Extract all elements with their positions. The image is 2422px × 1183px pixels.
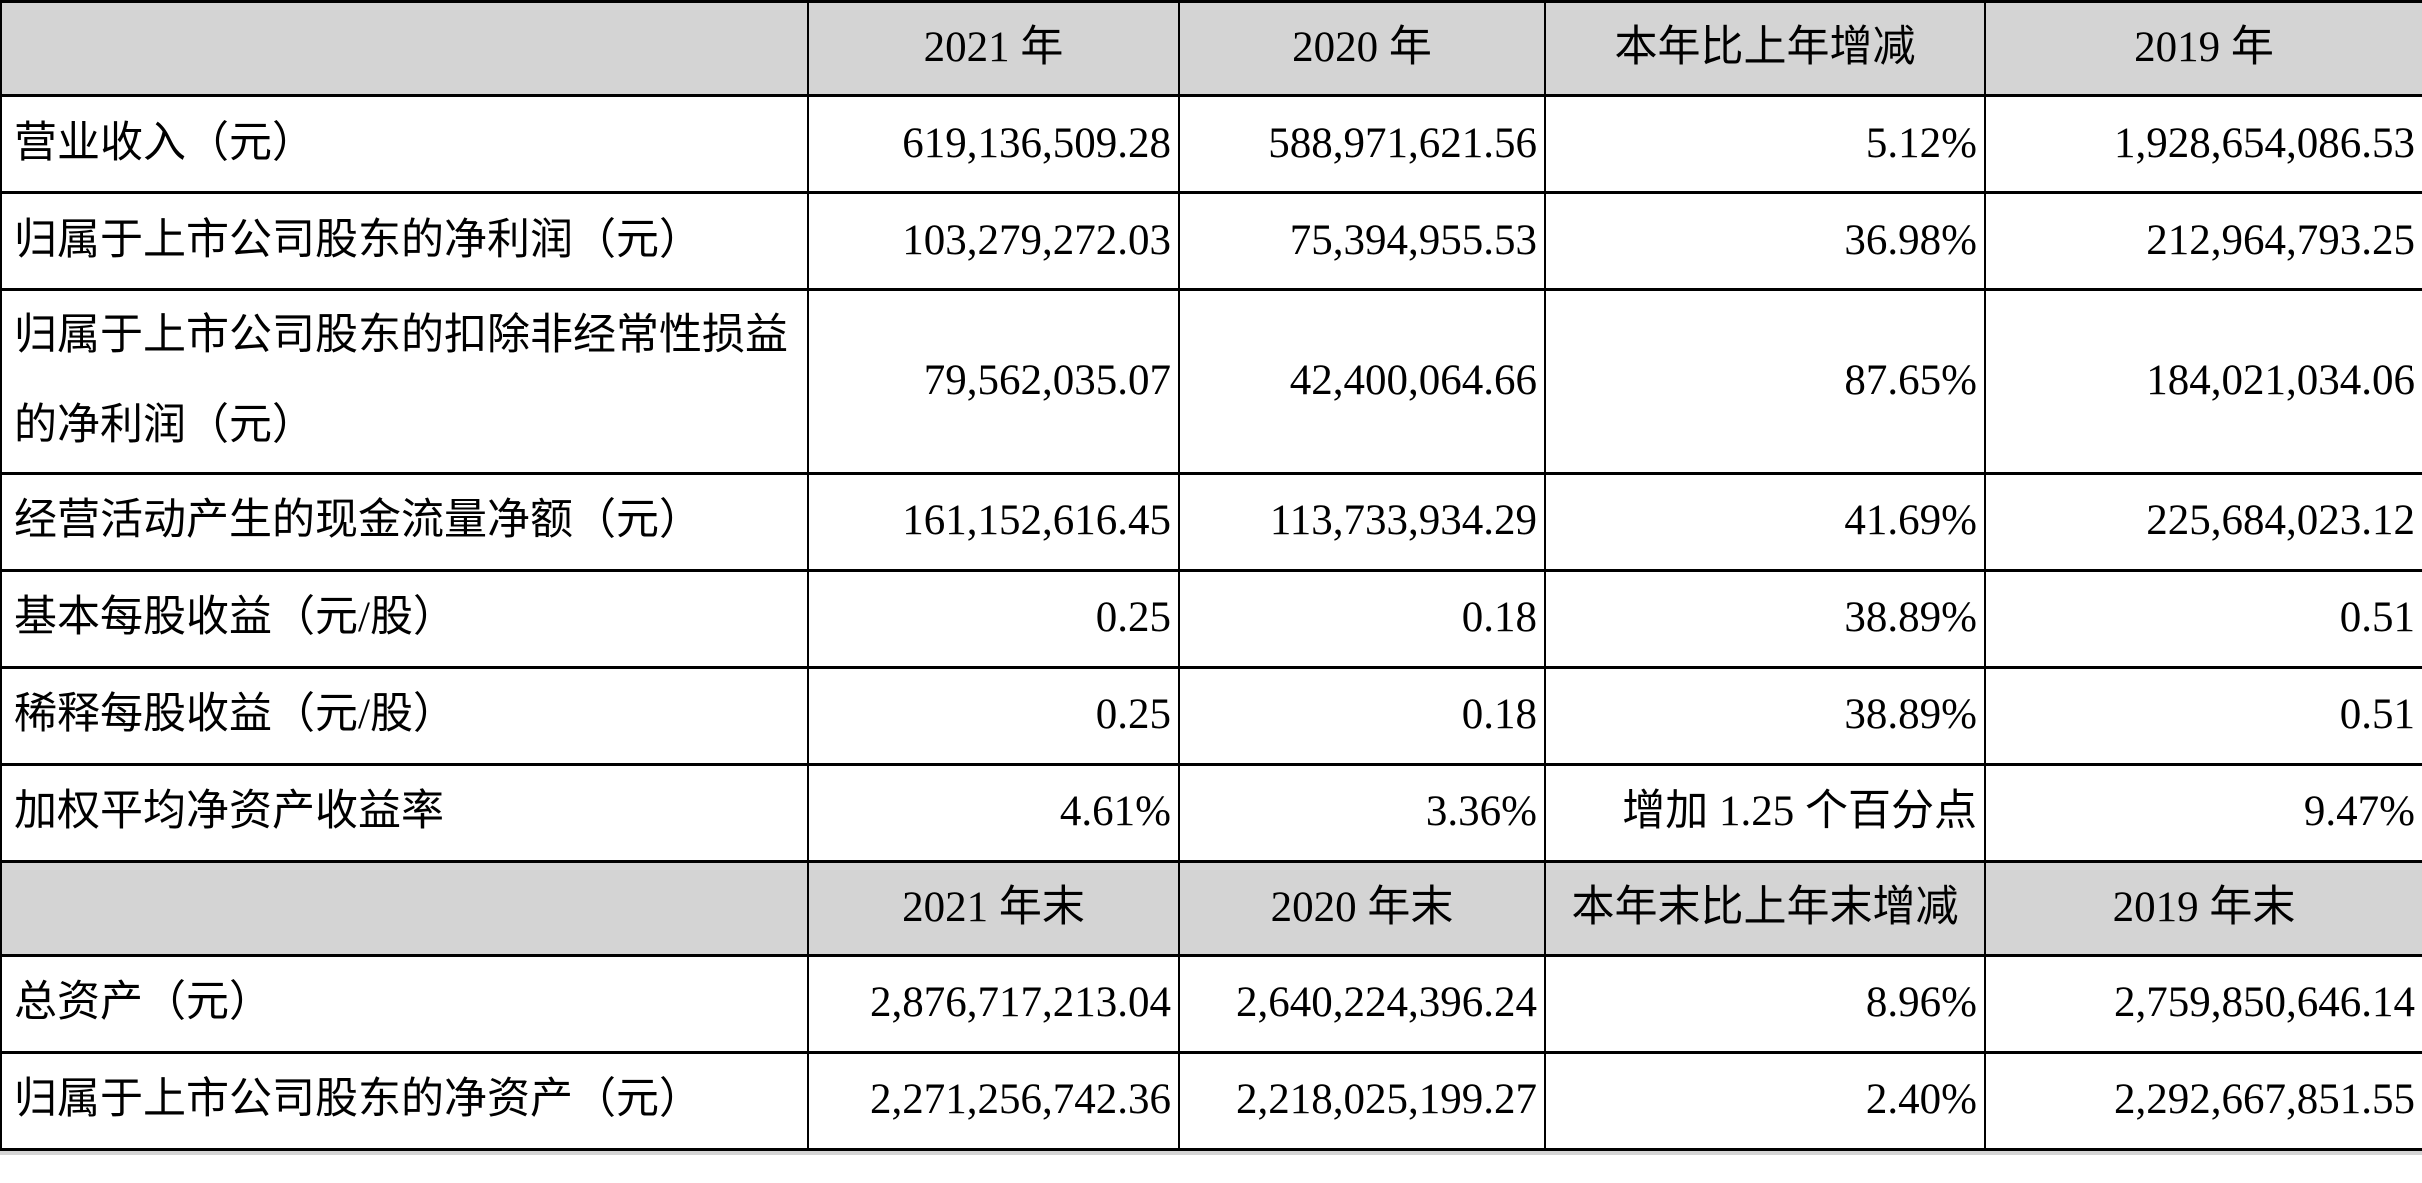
annual-header-2020: 2020 年 xyxy=(1178,0,1546,97)
value-2020: 2,640,224,396.24 xyxy=(1178,953,1546,1054)
value-change: 增加 1.25 个百分点 xyxy=(1544,762,1986,863)
annual-header-2021: 2021 年 xyxy=(807,0,1180,97)
table-row-weighted-avg-roe: 加权平均净资产收益率 4.61% 3.36% 增加 1.25 个百分点 9.47… xyxy=(0,762,2422,863)
value-change: 8.96% xyxy=(1544,953,1986,1054)
value-change: 87.65% xyxy=(1544,288,1986,475)
value-2019: 212,964,793.25 xyxy=(1984,191,2422,291)
value-2019: 0.51 xyxy=(1984,568,2422,669)
value-change: 38.89% xyxy=(1544,665,1986,766)
yearend-header-2020: 2020 年末 xyxy=(1178,859,1546,957)
value-2021: 2,271,256,742.36 xyxy=(807,1050,1180,1151)
annual-header-row: 2021 年 2020 年 本年比上年增减 2019 年 xyxy=(0,0,2422,97)
value-change: 36.98% xyxy=(1544,191,1986,291)
value-2020: 42,400,064.66 xyxy=(1178,288,1546,475)
value-2020: 0.18 xyxy=(1178,568,1546,669)
row-label: 稀释每股收益（元/股） xyxy=(0,665,809,766)
value-2020: 2,218,025,199.27 xyxy=(1178,1050,1546,1151)
annual-header-2019: 2019 年 xyxy=(1984,0,2422,97)
value-2021: 2,876,717,213.04 xyxy=(807,953,1180,1054)
value-2020: 113,733,934.29 xyxy=(1178,471,1546,572)
value-2020: 75,394,955.53 xyxy=(1178,191,1546,291)
row-label: 基本每股收益（元/股） xyxy=(0,568,809,669)
value-2019: 2,759,850,646.14 xyxy=(1984,953,2422,1054)
financial-summary-table: 2021 年 2020 年 本年比上年增减 2019 年 营业收入（元） 619… xyxy=(0,0,2422,1151)
value-2020: 588,971,621.56 xyxy=(1178,94,1546,194)
table-row-total-assets: 总资产（元） 2,876,717,213.04 2,640,224,396.24… xyxy=(0,953,2422,1054)
table-row-basic-eps: 基本每股收益（元/股） 0.25 0.18 38.89% 0.51 xyxy=(0,568,2422,669)
value-2019: 1,928,654,086.53 xyxy=(1984,94,2422,194)
yearend-header-row: 2021 年末 2020 年末 本年末比上年末增减 2019 年末 xyxy=(0,859,2422,957)
value-2021: 79,562,035.07 xyxy=(807,288,1180,475)
value-change: 2.40% xyxy=(1544,1050,1986,1151)
value-2019: 184,021,034.06 xyxy=(1984,288,2422,475)
value-2021: 0.25 xyxy=(807,568,1180,669)
annual-header-change: 本年比上年增减 xyxy=(1544,0,1986,97)
value-2021: 161,152,616.45 xyxy=(807,471,1180,572)
row-label: 归属于上市公司股东的净资产（元） xyxy=(0,1050,809,1151)
next-row-top-edge xyxy=(0,1150,2422,1155)
value-2019: 9.47% xyxy=(1984,762,2422,863)
value-2021: 103,279,272.03 xyxy=(807,191,1180,291)
yearend-header-change: 本年末比上年末增减 xyxy=(1544,859,1986,957)
value-change: 41.69% xyxy=(1544,471,1986,572)
table-row-net-profit-excl-nonrecurring: 归属于上市公司股东的扣除非经常性损益的净利润（元） 79,562,035.07 … xyxy=(0,288,2422,475)
row-label: 营业收入（元） xyxy=(0,94,809,194)
yearend-header-2021: 2021 年末 xyxy=(807,859,1180,957)
value-2020: 0.18 xyxy=(1178,665,1546,766)
value-2019: 225,684,023.12 xyxy=(1984,471,2422,572)
yearend-header-corner xyxy=(0,859,809,957)
value-2021: 0.25 xyxy=(807,665,1180,766)
value-change: 38.89% xyxy=(1544,568,1986,669)
value-2019: 2,292,667,851.55 xyxy=(1984,1050,2422,1151)
table-row-net-profit: 归属于上市公司股东的净利润（元） 103,279,272.03 75,394,9… xyxy=(0,191,2422,291)
table-row-revenue: 营业收入（元） 619,136,509.28 588,971,621.56 5.… xyxy=(0,94,2422,194)
yearend-header-2019: 2019 年末 xyxy=(1984,859,2422,957)
table-row-diluted-eps: 稀释每股收益（元/股） 0.25 0.18 38.89% 0.51 xyxy=(0,665,2422,766)
row-label: 总资产（元） xyxy=(0,953,809,1054)
table-row-operating-cash-flow: 经营活动产生的现金流量净额（元） 161,152,616.45 113,733,… xyxy=(0,471,2422,572)
value-2021: 4.61% xyxy=(807,762,1180,863)
annual-header-corner xyxy=(0,0,809,97)
value-2020: 3.36% xyxy=(1178,762,1546,863)
row-label: 归属于上市公司股东的扣除非经常性损益的净利润（元） xyxy=(0,288,809,475)
row-label: 归属于上市公司股东的净利润（元） xyxy=(0,191,809,291)
value-change: 5.12% xyxy=(1544,94,1986,194)
table-row-net-assets: 归属于上市公司股东的净资产（元） 2,271,256,742.36 2,218,… xyxy=(0,1050,2422,1151)
value-2021: 619,136,509.28 xyxy=(807,94,1180,194)
row-label: 经营活动产生的现金流量净额（元） xyxy=(0,471,809,572)
row-label: 加权平均净资产收益率 xyxy=(0,762,809,863)
value-2019: 0.51 xyxy=(1984,665,2422,766)
